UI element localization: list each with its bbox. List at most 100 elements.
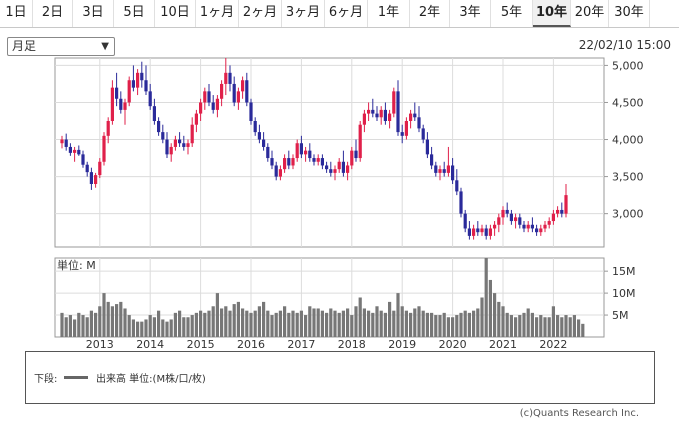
candle <box>392 91 396 114</box>
candle <box>236 91 240 103</box>
candle <box>413 113 417 118</box>
tab-2[interactable]: 3日 <box>73 0 114 27</box>
candle <box>119 98 123 110</box>
candle <box>379 109 383 118</box>
volume-bar <box>68 315 72 337</box>
volume-bar <box>165 321 169 337</box>
volume-bar <box>455 315 459 337</box>
tab-4[interactable]: 10日 <box>155 0 196 27</box>
volume-bar <box>320 310 324 337</box>
candle <box>530 224 534 229</box>
candle <box>123 102 127 110</box>
volume-bar <box>404 310 408 337</box>
volume-bar <box>194 312 198 337</box>
tab-1[interactable]: 2日 <box>33 0 73 27</box>
volume-bar <box>514 317 518 337</box>
volume-bar <box>442 312 446 337</box>
candle <box>152 106 156 121</box>
volume-bar <box>556 315 560 337</box>
candle <box>320 158 324 166</box>
candle <box>551 213 555 222</box>
candle <box>148 91 152 107</box>
x-tick-label-2020: 2020 <box>439 338 467 350</box>
candle <box>488 228 492 236</box>
tab-3[interactable]: 5日 <box>114 0 155 27</box>
tab-13[interactable]: 10年 <box>533 0 571 27</box>
volume-bar <box>224 306 228 337</box>
candle <box>85 164 89 173</box>
tab-8[interactable]: 6ヶ月 <box>325 0 368 27</box>
volume-bar <box>358 297 362 337</box>
candle <box>169 146 173 155</box>
candle <box>522 224 526 229</box>
volume-bar <box>190 315 194 337</box>
volume-bar <box>308 306 312 337</box>
x-tick-label-2022: 2022 <box>539 338 567 350</box>
legend-label: 下段: <box>34 374 58 385</box>
volume-bar <box>102 293 106 337</box>
candle <box>346 165 350 173</box>
volume-bar <box>270 315 274 337</box>
candle <box>257 132 261 140</box>
candle <box>451 165 455 181</box>
candle <box>476 228 480 233</box>
volume-bar <box>283 306 287 337</box>
candle <box>547 221 551 225</box>
volume-bar <box>329 308 333 337</box>
volume-bar <box>346 308 350 337</box>
volume-bar <box>140 321 144 337</box>
candle <box>371 109 375 114</box>
candle <box>400 132 404 136</box>
candle <box>535 228 539 233</box>
tab-11[interactable]: 3年 <box>450 0 491 27</box>
volume-bar <box>451 317 455 337</box>
volume-bar <box>119 301 123 337</box>
volume-bar <box>81 315 85 337</box>
candle <box>89 172 93 184</box>
candle <box>388 113 392 121</box>
volume-bar <box>505 312 509 337</box>
tab-14[interactable]: 20年 <box>571 0 609 27</box>
candle <box>362 113 366 125</box>
volume-bar <box>568 317 572 337</box>
volume-bar <box>547 317 551 337</box>
volume-bar <box>388 301 392 337</box>
y-tick-label-2: 4,000 <box>612 134 644 147</box>
candle <box>245 80 249 103</box>
volume-bar <box>476 308 480 337</box>
candle <box>110 87 114 121</box>
candle <box>480 228 484 233</box>
tab-6[interactable]: 2ヶ月 <box>239 0 282 27</box>
volume-unit-label: 単位: M <box>57 258 96 272</box>
tab-0[interactable]: 1日 <box>0 0 33 27</box>
candle <box>421 128 425 140</box>
candle <box>102 135 106 162</box>
volume-bar <box>350 315 354 337</box>
tab-12[interactable]: 5年 <box>491 0 533 27</box>
volume-bar <box>123 308 127 337</box>
candle <box>173 139 177 147</box>
period-select[interactable]: 月足 ▼ <box>7 37 115 56</box>
volume-bar <box>241 308 245 337</box>
volume-bar <box>94 312 98 337</box>
tab-15[interactable]: 30年 <box>609 0 650 27</box>
volume-bar <box>425 312 429 337</box>
tab-9[interactable]: 1年 <box>368 0 410 27</box>
y-tick-label-4: 3,000 <box>612 208 644 221</box>
tab-7[interactable]: 3ヶ月 <box>282 0 325 27</box>
volume-bar <box>438 315 442 337</box>
period-select-value: 月足 <box>12 39 37 53</box>
candle <box>140 72 144 81</box>
candle <box>131 80 135 88</box>
volume-bar <box>367 310 371 337</box>
candle <box>333 169 337 173</box>
volume-y-tick-label-0: 15M <box>612 265 636 278</box>
volume-bar <box>173 312 177 337</box>
candle <box>543 224 547 229</box>
tab-5[interactable]: 1ヶ月 <box>196 0 239 27</box>
tab-10[interactable]: 2年 <box>410 0 450 27</box>
period-tabs: 1日 2日 3日 5日 10日 1ヶ月 2ヶ月 3ヶ月 6ヶ月 1年 2年 3年 5年 10年 20年 30年 <box>0 0 679 28</box>
volume-bar <box>262 301 266 337</box>
volume-bar <box>299 310 303 337</box>
candle <box>220 83 224 99</box>
